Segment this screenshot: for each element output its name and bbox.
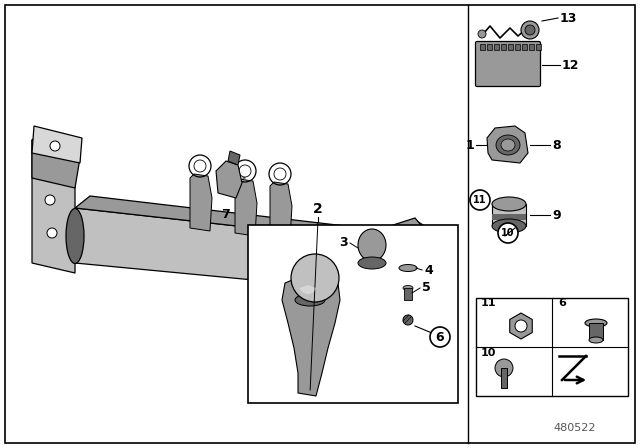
Polygon shape <box>235 179 257 236</box>
Polygon shape <box>487 126 528 163</box>
Bar <box>536 44 541 50</box>
Bar <box>501 44 506 50</box>
Circle shape <box>291 254 339 302</box>
Circle shape <box>274 168 286 180</box>
Polygon shape <box>270 182 292 239</box>
Text: 7: 7 <box>221 208 230 221</box>
Circle shape <box>498 223 518 243</box>
Ellipse shape <box>358 229 386 261</box>
Circle shape <box>470 190 490 210</box>
Text: 2: 2 <box>313 202 323 216</box>
Polygon shape <box>216 161 242 198</box>
Ellipse shape <box>66 208 84 263</box>
Bar <box>522 44 527 50</box>
Circle shape <box>515 320 527 332</box>
Ellipse shape <box>403 285 413 290</box>
Circle shape <box>239 165 251 177</box>
Ellipse shape <box>382 243 398 293</box>
Text: 11: 11 <box>481 298 497 308</box>
Polygon shape <box>75 208 390 293</box>
Bar <box>501 368 507 388</box>
Text: 480522: 480522 <box>554 423 596 433</box>
Circle shape <box>478 30 486 38</box>
Text: 1: 1 <box>465 138 474 151</box>
Circle shape <box>525 25 535 35</box>
Bar <box>492 214 526 220</box>
Bar <box>515 44 520 50</box>
Polygon shape <box>75 196 405 243</box>
Polygon shape <box>390 220 428 336</box>
Circle shape <box>45 195 55 205</box>
Circle shape <box>50 141 60 151</box>
FancyBboxPatch shape <box>476 42 541 86</box>
Circle shape <box>495 359 513 377</box>
Bar <box>508 44 513 50</box>
Ellipse shape <box>358 257 386 269</box>
Ellipse shape <box>585 319 607 327</box>
Bar <box>492 204 526 226</box>
Ellipse shape <box>501 139 515 151</box>
Circle shape <box>47 228 57 238</box>
Ellipse shape <box>492 219 526 233</box>
Bar <box>476 298 628 396</box>
Polygon shape <box>32 138 80 188</box>
Ellipse shape <box>295 294 325 306</box>
Circle shape <box>521 21 539 39</box>
Polygon shape <box>509 313 532 339</box>
Bar <box>529 44 534 50</box>
Bar <box>404 288 412 300</box>
Polygon shape <box>228 151 240 165</box>
Bar <box>494 44 499 50</box>
Text: 6: 6 <box>558 298 566 308</box>
Text: 8: 8 <box>552 138 561 151</box>
Polygon shape <box>282 276 340 396</box>
Text: 13: 13 <box>560 12 577 25</box>
Bar <box>487 44 492 50</box>
Text: 10: 10 <box>481 348 497 358</box>
Polygon shape <box>395 303 422 338</box>
Circle shape <box>403 315 413 325</box>
Ellipse shape <box>399 264 417 271</box>
Polygon shape <box>32 130 75 273</box>
Circle shape <box>430 327 450 347</box>
Text: 9: 9 <box>552 208 561 221</box>
Polygon shape <box>390 218 432 258</box>
Polygon shape <box>32 126 82 163</box>
Bar <box>480 44 485 50</box>
Wedge shape <box>300 285 316 294</box>
Ellipse shape <box>492 197 526 211</box>
Circle shape <box>194 160 206 172</box>
Ellipse shape <box>589 337 603 343</box>
Text: 4: 4 <box>424 263 433 276</box>
Bar <box>589 323 603 340</box>
Text: 3: 3 <box>339 236 348 249</box>
Text: 5: 5 <box>422 280 431 293</box>
Text: 6: 6 <box>436 331 444 344</box>
Text: 11: 11 <box>473 195 487 205</box>
Text: 10: 10 <box>501 228 515 238</box>
Polygon shape <box>190 174 212 231</box>
Text: 12: 12 <box>562 59 579 72</box>
Bar <box>248 225 458 403</box>
Ellipse shape <box>496 135 520 155</box>
